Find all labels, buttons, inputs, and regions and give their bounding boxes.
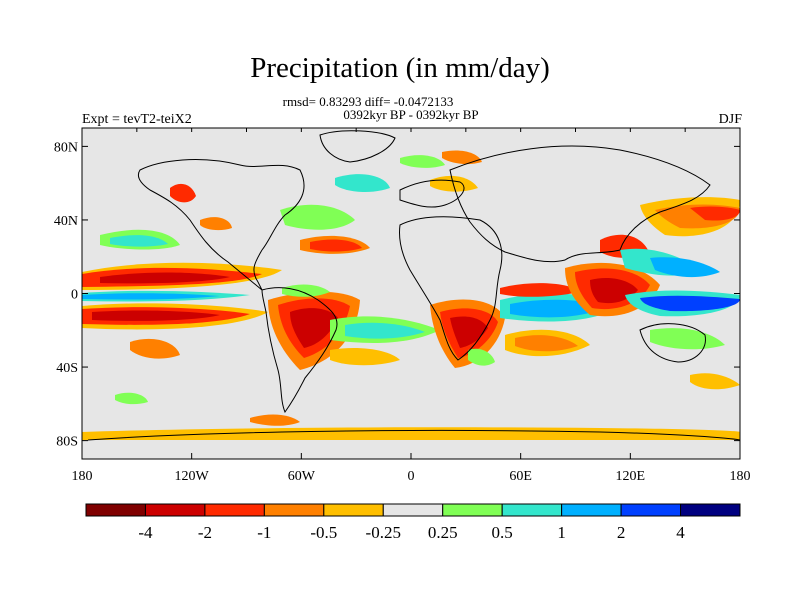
colorbar-swatch [442,503,503,517]
y-tick-label: 80S [56,435,78,450]
x-tick-label: 60W [288,469,316,484]
x-tick-label: 120E [616,469,646,484]
colorbar-swatch [680,503,741,517]
colorbar-label: -0.25 [366,523,401,542]
colorbar-label: 4 [676,523,685,542]
experiment-label: Expt = tevT2-teiX2 [82,112,192,127]
season-label: DJF [718,112,742,127]
plot-title: Precipitation (in mm/day) [250,52,550,84]
x-tick-label: 180 [730,469,751,484]
axis-ticks [81,128,741,459]
colorbar-swatch [561,503,622,517]
coastlines [87,130,740,441]
colorbar-swatch [144,503,206,517]
colorbar-swatch [620,503,682,517]
colorbar-label: -2 [198,523,212,542]
y-tick-label: 0 [71,288,78,303]
colorbar-swatch [204,503,265,517]
x-tick-label: 0 [408,469,415,484]
colorbar-label: 0.5 [492,523,513,542]
colorbar-label: 2 [617,523,626,542]
y-tick-label: 40N [54,214,78,229]
period-label: 0392kyr BP - 0392kyr BP [343,107,479,122]
y-tick-label: 80N [54,140,78,155]
anomaly-fields [82,150,740,440]
y-tick-label: 40S [56,361,78,376]
colorbar-swatch [323,503,384,517]
colorbar-swatch [382,503,444,517]
x-tick-label: 120W [175,469,210,484]
colorbar-label: -0.5 [310,523,337,542]
colorbar-label: -4 [138,523,153,542]
rmsd-diff-label: rmsd= 0.83293 diff= -0.0472133 [282,94,454,109]
colorbar-label: -1 [257,523,271,542]
colorbar-swatch [501,503,563,517]
x-tick-label: 180 [72,469,93,484]
x-tick-label: 60E [509,469,532,484]
colorbar-swatch [85,503,146,517]
colorbar-label: 1 [557,523,566,542]
colorbar-label: 0.25 [428,523,458,542]
axis-labels: 180 120W 60W 0 60E 120E 180 80N 40N 0 40S 80S [54,140,751,484]
colorbar-swatch [263,503,325,517]
